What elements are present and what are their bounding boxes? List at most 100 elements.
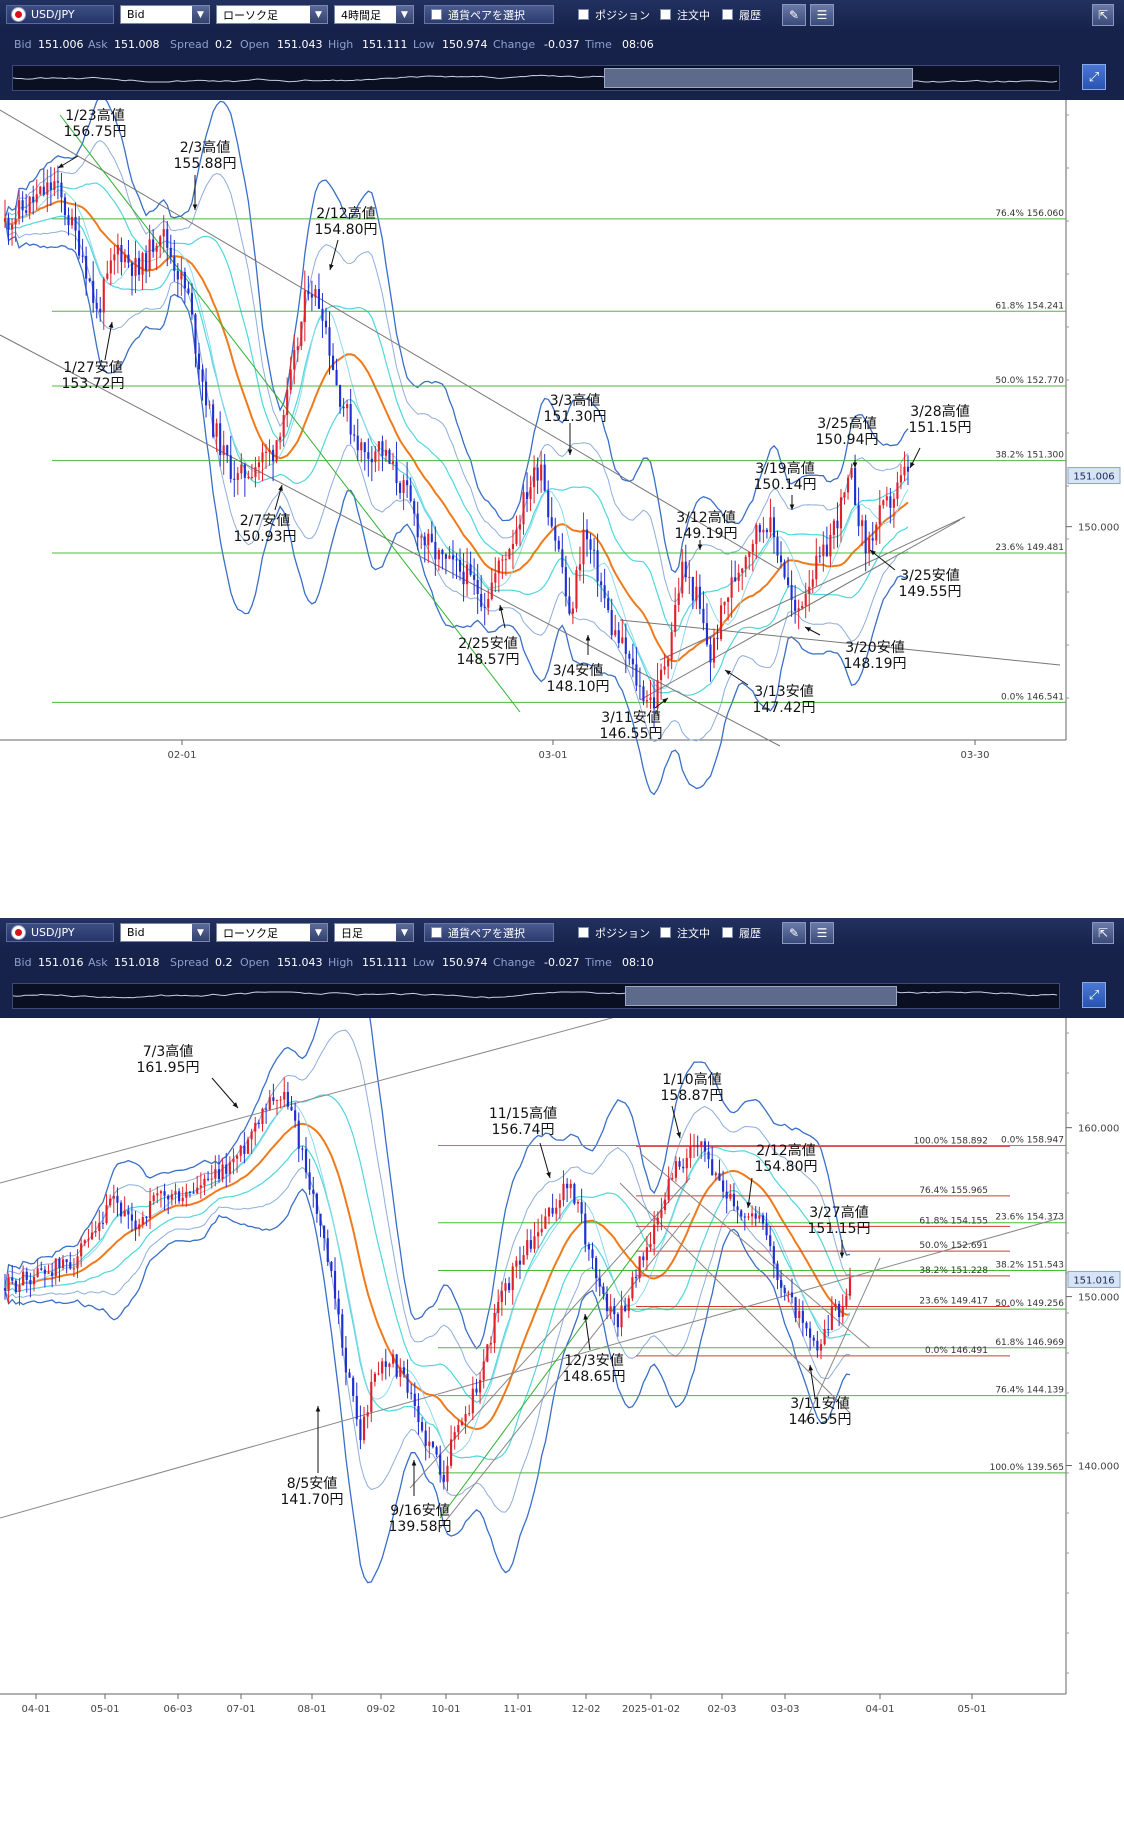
candle-body: [138, 1224, 141, 1230]
open-value: 151.043: [277, 38, 323, 51]
candle-body: [790, 585, 793, 600]
minimize-arrow-icon[interactable]: ⇱: [1092, 4, 1114, 26]
candle-body: [815, 555, 818, 580]
symbol-selector[interactable]: USD/JPY: [6, 5, 114, 24]
time-tick-label: 09-02: [366, 1704, 395, 1715]
candle-body: [83, 1240, 86, 1244]
candle-body: [152, 239, 155, 252]
candle-body: [685, 1157, 688, 1169]
candle-body: [776, 537, 779, 556]
quote-bar: Bid 151.016 Ask 151.018 Spread 0.2 Open …: [0, 948, 1124, 976]
chart-type-select[interactable]: ローソク足 ▼: [216, 923, 328, 942]
candle-body: [811, 579, 814, 587]
candle-body: [283, 1091, 286, 1100]
chart-toolbar: USD/JPY Bid ▼ ローソク足 ▼ 日足 ▼ 通貨ペアを選択 ポジション 注文…: [0, 918, 1124, 949]
orders-checkbox[interactable]: [660, 927, 671, 938]
candle-body: [475, 1388, 478, 1393]
candle-body: [469, 564, 472, 575]
candle-body: [388, 449, 391, 464]
candle-body: [473, 574, 476, 580]
tool-settings-icon[interactable]: ☰: [810, 4, 834, 26]
candle-body: [830, 1306, 833, 1330]
candle-body: [628, 653, 631, 659]
chart-navigator[interactable]: [12, 983, 1060, 1009]
candle-body: [123, 1210, 126, 1217]
candle-body: [537, 1232, 540, 1237]
candle-body: [346, 404, 349, 409]
time-tick-label: 06-03: [163, 1704, 192, 1715]
history-checkbox[interactable]: [722, 9, 733, 20]
pair-select-button[interactable]: 通貨ペアを選択: [424, 923, 554, 942]
annotation-price: 147.42円: [753, 700, 816, 716]
candle-body: [201, 369, 204, 382]
bid-label: Bid: [14, 956, 32, 969]
spread-label: Spread: [170, 956, 209, 969]
price-chart-daily[interactable]: 160.000 150.000 140.000 04-01 05-01 06-03 07-0…: [0, 1018, 1124, 1846]
tool-draw-icon[interactable]: ✎: [782, 922, 806, 944]
bollinger-band-upper-3sigma: [4, 1018, 851, 1350]
candle-body: [180, 271, 183, 280]
candle-body: [846, 477, 850, 493]
time-tick-label: 04-01: [21, 1704, 50, 1715]
candle-body: [769, 517, 772, 533]
history-toggle[interactable]: 履歴: [722, 5, 778, 24]
ask-value: 151.008: [114, 38, 160, 51]
timeframe-select[interactable]: 日足 ▼: [334, 923, 414, 942]
time-tick-label: 02-01: [167, 750, 196, 761]
position-checkbox[interactable]: [578, 9, 589, 20]
orders-checkbox[interactable]: [660, 9, 671, 20]
candle-body: [32, 1276, 36, 1285]
navigator-thumb[interactable]: [603, 68, 913, 88]
candle-body: [603, 585, 606, 599]
candle-body: [732, 1193, 736, 1207]
annotation-date: 3/12高値: [676, 509, 735, 526]
candle-body: [479, 1379, 482, 1393]
orders-toggle[interactable]: 注文中: [660, 5, 722, 24]
position-toggle[interactable]: ポジション: [578, 5, 658, 24]
navigator-thumb[interactable]: [624, 986, 897, 1006]
candle-body: [286, 1091, 289, 1107]
tool-settings-icon[interactable]: ☰: [810, 922, 834, 944]
candle-body: [543, 464, 546, 491]
expand-icon[interactable]: ⤢: [1082, 982, 1106, 1008]
candle-body: [663, 1199, 667, 1211]
candle-body: [212, 404, 215, 437]
candle-body: [81, 255, 84, 257]
price-type-select[interactable]: Bid ▼: [120, 5, 210, 24]
annotation-price: 148.19円: [844, 656, 907, 672]
pair-select-checkbox[interactable]: [431, 927, 442, 938]
candle-body: [838, 1303, 841, 1317]
candle-body: [187, 288, 190, 294]
candle-body: [323, 1225, 326, 1239]
orders-toggle[interactable]: 注文中: [660, 923, 722, 942]
price-type-select[interactable]: Bid ▼: [120, 923, 210, 942]
pair-select-checkbox[interactable]: [431, 9, 442, 20]
candle-body: [780, 1280, 783, 1288]
chart-navigator[interactable]: [12, 65, 1060, 91]
candle-body: [11, 224, 14, 230]
annotation-date: 3/4安値: [553, 663, 604, 679]
position-checkbox[interactable]: [578, 927, 589, 938]
symbol-selector[interactable]: USD/JPY: [6, 923, 114, 942]
annotation-date: 9/16安値: [390, 1503, 449, 1519]
candle-body: [120, 244, 123, 263]
minimize-arrow-icon[interactable]: ⇱: [1092, 922, 1114, 944]
candle-body: [177, 1191, 181, 1202]
annotation-date: 2/25安値: [458, 636, 517, 652]
timeframe-select[interactable]: 4時間足 ▼: [334, 5, 414, 24]
expand-icon[interactable]: ⤢: [1082, 64, 1106, 90]
history-toggle[interactable]: 履歴: [722, 923, 778, 942]
tool-draw-icon[interactable]: ✎: [782, 4, 806, 26]
pair-select-button[interactable]: 通貨ペアを選択: [424, 5, 554, 24]
candle-body: [600, 581, 603, 586]
position-toggle[interactable]: ポジション: [578, 923, 658, 942]
candle-body: [798, 1310, 801, 1319]
candle-body: [243, 464, 246, 478]
history-checkbox[interactable]: [722, 927, 733, 938]
price-tick-label: 140.000: [1078, 1462, 1119, 1473]
price-chart-4h[interactable]: 150.000 02-01 03-01 03-30 76.4% 156.060 61.8%…: [0, 100, 1124, 900]
chart-type-select[interactable]: ローソク足 ▼: [216, 5, 328, 24]
candle-body: [518, 524, 522, 530]
candle-body: [689, 1146, 692, 1158]
high-label: High: [328, 38, 354, 51]
